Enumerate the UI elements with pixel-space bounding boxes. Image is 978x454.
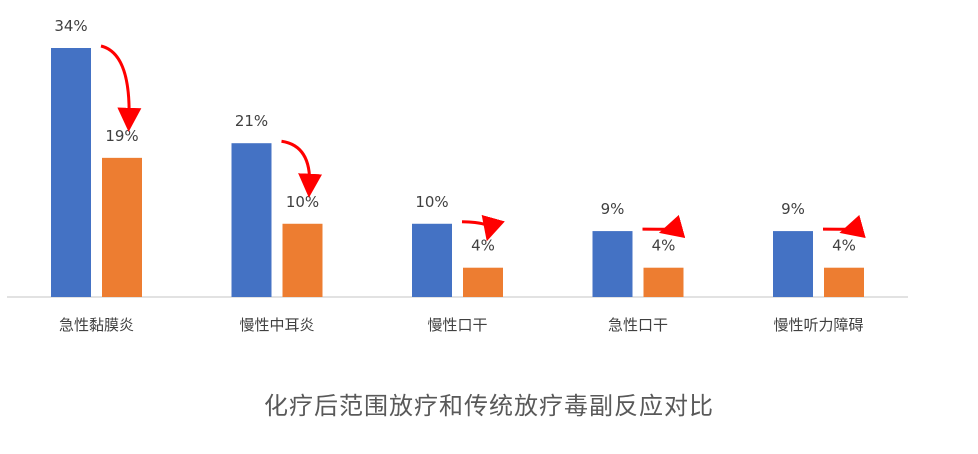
bar-series1-1: [51, 48, 91, 297]
reduction-arrow-1: [100, 44, 142, 132]
data-label-series1-2: 21%: [235, 112, 268, 130]
category-label-3: 慢性口干: [427, 316, 487, 334]
data-label-series2-5: 4%: [832, 237, 856, 255]
bar-series1-4: [592, 231, 633, 297]
data-label-series2-3: 4%: [471, 237, 495, 255]
bar-series1-3: [412, 223, 452, 297]
data-label-series1-4: 9%: [601, 200, 625, 218]
reduction-arrow-2: [281, 139, 323, 198]
reduction-arrow-4: [642, 214, 686, 239]
category-label-2: 慢性中耳炎: [239, 316, 314, 334]
category-label-4: 急性口干: [608, 316, 668, 334]
reduction-arrow-5: [822, 214, 866, 239]
data-label-series1-1: 34%: [54, 17, 87, 35]
data-label-series1-5: 9%: [781, 200, 805, 218]
data-label-series2-4: 4%: [652, 237, 676, 255]
bar-series1-2: [231, 143, 272, 297]
bar-series2-4: [643, 267, 684, 297]
bar-series2-2: [282, 223, 323, 297]
category-label-1: 急性黏膜炎: [59, 316, 134, 334]
bar-series2-5: [824, 267, 864, 297]
chart-caption: 化疗后范围放疗和传统放疗毒副反应对比: [264, 392, 714, 420]
reduction-arrow-3: [461, 214, 505, 242]
bar-series2-3: [463, 267, 503, 297]
data-label-series1-3: 10%: [415, 193, 448, 211]
category-label-5: 慢性听力障碍: [773, 316, 863, 334]
data-label-series2-2: 10%: [286, 193, 319, 211]
bar-chart: 34% 19% 21% 10% 10% 4% 9% 4% 9% 4% 急性黏膜炎 慢性中耳炎 慢性口干…: [7, 17, 908, 334]
data-label-series2-1: 19%: [105, 127, 138, 145]
bar-series2-1: [102, 157, 142, 297]
bar-series1-5: [773, 231, 813, 297]
